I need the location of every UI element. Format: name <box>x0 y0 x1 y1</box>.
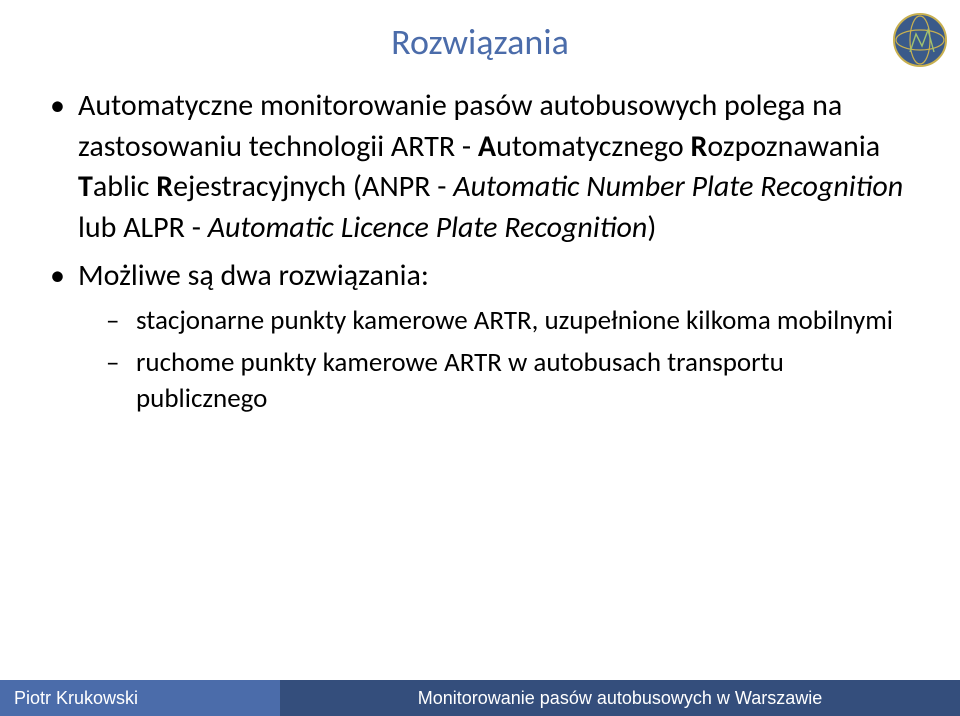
b2-2-text: ruchome punkty kamerowe ARTR w autobusac… <box>136 346 784 415</box>
slide-content: Automatyczne monitorowanie pasów autobus… <box>50 86 910 418</box>
footer: Piotr Krukowski Monitorowanie pasów auto… <box>0 680 960 716</box>
slide: Rozwiązania Automatyczne monitorowanie p… <box>0 0 960 716</box>
b1-Rj: R <box>156 168 173 205</box>
b1-ejestr: ejestracyjnych <box>173 168 353 205</box>
footer-author: Piotr Krukowski <box>0 680 280 716</box>
b1-anpr-italic: Automatic Number Plate Recognition <box>453 168 903 205</box>
logo-icon <box>892 12 948 68</box>
sub-bullet-2: ruchome punkty kamerowe ARTR w autobusac… <box>106 345 910 418</box>
bullet-item-2: Możliwe są dwa rozwiązania: stacjonarne … <box>50 256 910 418</box>
b2-1-text: stacjonarne punkty kamerowe ARTR, uzupeł… <box>136 304 893 337</box>
b1-close: ) <box>647 209 656 246</box>
b1-alpr-italic: Automatic Licence Plate Recognition <box>208 209 648 246</box>
sub-bullet-1: stacjonarne punkty kamerowe ARTR, uzupeł… <box>106 303 910 339</box>
bullet-list: Automatyczne monitorowanie pasów autobus… <box>50 86 910 418</box>
b1-R: R <box>690 128 707 165</box>
b1-ablic: ablic <box>93 168 156 205</box>
b1-ozp: ozpoznawania <box>707 128 880 165</box>
bullet-item-1: Automatyczne monitorowanie pasów autobus… <box>50 86 910 248</box>
slide-title: Rozwiązania <box>50 20 910 64</box>
b1-lub: lub ALPR - <box>78 209 208 246</box>
sub-bullet-list: stacjonarne punkty kamerowe ARTR, uzupeł… <box>78 303 910 418</box>
b1-paren: (ANPR - <box>353 168 453 205</box>
footer-caption: Monitorowanie pasów autobusowych w Warsz… <box>280 680 960 716</box>
b1-A: A <box>478 128 496 165</box>
b2-text: Możliwe są dwa rozwiązania: <box>78 257 429 294</box>
b1-T: T <box>78 168 93 205</box>
b1-uto: utomatycznego <box>496 128 690 165</box>
